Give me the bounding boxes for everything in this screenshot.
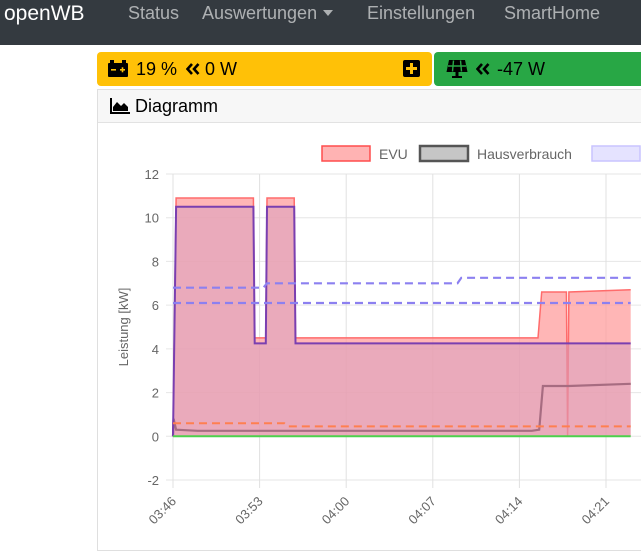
x-tick-label: 04:00 [319,494,353,528]
y-tick-label: 4 [152,342,159,357]
x-tick-label: 04:07 [405,494,439,528]
y-tick-label: 0 [152,429,159,444]
series-line-5 [173,422,631,428]
y-tick-label: 6 [152,298,159,313]
nav-status[interactable]: Status [128,3,180,23]
chevron-down-icon [323,10,334,16]
nav-auswertungen-label: Auswertungen [202,3,318,23]
y-axis-label: Leistung [kW] [116,288,131,367]
diagram-title: Diagramm [135,96,219,116]
battery-power: 0 W [205,59,238,79]
legend-swatch[interactable] [418,144,470,163]
pv-status-box[interactable]: -47 W [434,52,641,86]
y-tick-label: 8 [152,254,159,269]
double-chevron-left-icon [186,63,200,75]
nav-auswertungen[interactable]: Auswertungen [202,2,334,24]
diagram-card-header: Diagramm [98,90,641,123]
solar-panel-icon [446,60,468,78]
area-chart-icon [110,98,130,114]
nav-smarthome[interactable]: SmartHome [504,3,601,23]
battery-status-box[interactable]: 19 % 0 W [97,52,432,86]
x-tick-label: 04:21 [579,494,613,528]
legend-label[interactable]: Hausverbrauch [477,146,572,162]
y-tick-label: 10 [145,211,159,226]
x-tick-label: 03:46 [146,494,180,528]
legend-swatch[interactable] [321,145,371,162]
legend-label[interactable]: EVU [379,146,408,162]
x-tick-label: 04:14 [492,494,526,528]
series-line-2 [172,205,631,437]
legend-swatch[interactable] [591,145,641,162]
top-navbar: openWB Status Auswertungen Einstellungen… [0,0,641,45]
pv-power: -47 W [497,59,546,79]
x-tick-label: 03:53 [232,494,266,528]
y-tick-label: 12 [145,167,159,182]
brand-logo-text[interactable]: openWB [4,2,85,25]
status-row: 19 % 0 W -47 W [97,52,641,86]
nav-einstellungen[interactable]: Einstellungen [367,3,476,23]
double-chevron-left-icon [476,63,490,75]
plus-square-icon[interactable] [403,60,420,77]
battery-icon [108,60,128,77]
battery-soc: 19 % [136,59,178,79]
series-area-2 [173,206,631,437]
y-tick-label: -2 [147,473,159,488]
y-tick-label: 2 [152,386,159,401]
